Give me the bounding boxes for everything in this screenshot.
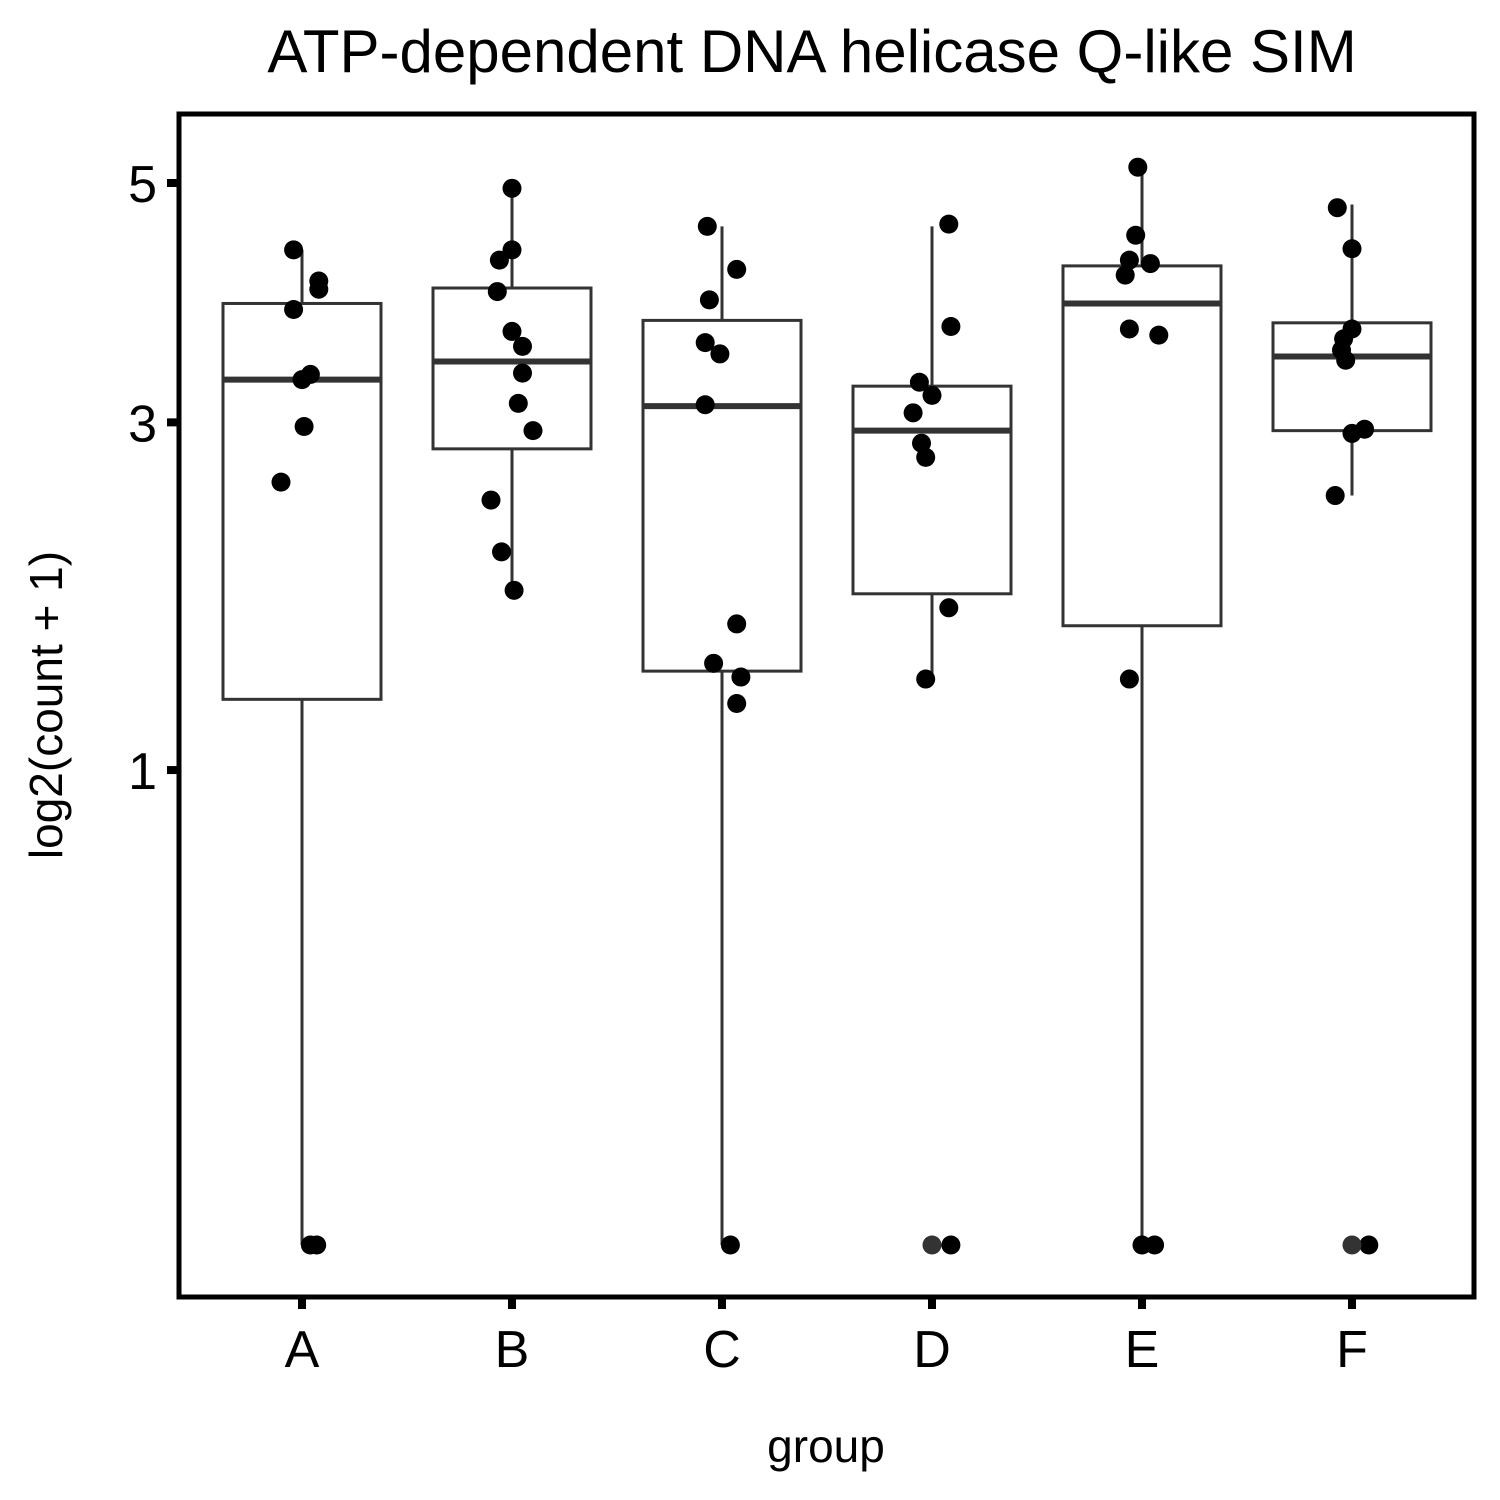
y-axis: 1 3 5 xyxy=(128,156,179,801)
data-point xyxy=(307,1235,327,1255)
data-point xyxy=(284,240,304,260)
box-iqr xyxy=(1061,264,1223,628)
data-point xyxy=(504,580,524,600)
data-point xyxy=(699,290,719,310)
box-group-d xyxy=(851,226,1013,684)
data-point xyxy=(481,490,501,510)
x-tick-label-d: D xyxy=(913,1321,951,1379)
data-point xyxy=(1145,1235,1165,1255)
data-point xyxy=(1149,325,1169,345)
data-point xyxy=(1342,239,1362,259)
data-point xyxy=(492,542,511,562)
data-point xyxy=(903,403,923,423)
data-point xyxy=(502,321,522,341)
data-point xyxy=(1128,157,1148,177)
boxes-layer xyxy=(221,167,1433,1245)
data-point xyxy=(489,250,509,270)
data-point xyxy=(1119,319,1139,339)
data-point xyxy=(1126,225,1146,245)
data-point xyxy=(284,299,304,319)
data-point xyxy=(1119,669,1139,689)
y-tick-label: 1 xyxy=(128,743,157,801)
outlier-point xyxy=(922,1235,942,1255)
data-point xyxy=(939,214,959,234)
y-tick-label: 3 xyxy=(128,395,157,453)
data-point xyxy=(523,421,543,441)
data-point xyxy=(1140,254,1160,274)
x-tick-label-e: E xyxy=(1125,1321,1160,1379)
data-point xyxy=(271,472,291,492)
data-point xyxy=(1119,250,1139,270)
data-point xyxy=(1342,423,1362,443)
box-group-e xyxy=(1061,167,1223,1245)
data-point xyxy=(916,669,936,689)
outlier-point xyxy=(1342,1235,1362,1255)
data-point xyxy=(502,178,522,198)
y-axis-title: log2(count + 1) xyxy=(20,551,72,859)
x-tick-label-b: B xyxy=(495,1321,530,1379)
data-point xyxy=(727,693,747,713)
x-tick-label-f: F xyxy=(1336,1321,1368,1379)
data-point xyxy=(513,363,532,383)
x-tick-label-c: C xyxy=(703,1321,741,1379)
data-point xyxy=(710,344,730,364)
box-iqr xyxy=(431,286,593,451)
box-group-b xyxy=(431,188,593,591)
data-point xyxy=(309,279,329,299)
data-point xyxy=(697,216,717,236)
data-point xyxy=(939,598,959,618)
x-axis: A B C D E F xyxy=(285,1297,1368,1379)
data-point xyxy=(941,317,961,337)
box-group-a xyxy=(221,249,383,1245)
box-iqr xyxy=(221,301,383,701)
data-point xyxy=(1325,486,1345,506)
data-point xyxy=(1336,350,1356,370)
data-point xyxy=(922,385,942,405)
box-iqr xyxy=(851,384,1013,596)
data-point xyxy=(704,653,724,673)
data-point xyxy=(727,614,747,634)
data-point xyxy=(1115,265,1135,285)
data-point xyxy=(916,447,936,467)
data-point xyxy=(720,1235,740,1255)
data-point xyxy=(727,259,747,279)
data-point xyxy=(695,333,715,353)
data-point xyxy=(695,395,715,415)
data-point xyxy=(502,240,522,260)
data-point xyxy=(513,336,532,356)
data-point xyxy=(941,1235,961,1255)
box-iqr xyxy=(641,318,803,673)
data-point xyxy=(294,417,314,437)
points-layer xyxy=(271,157,1379,1255)
x-tick-label-a: A xyxy=(285,1321,320,1379)
data-point xyxy=(487,282,507,302)
x-axis-title: group xyxy=(767,1420,885,1472)
data-point xyxy=(1359,1235,1379,1255)
plot-panel-border xyxy=(176,111,1477,1300)
y-tick-label: 5 xyxy=(128,156,157,214)
data-point xyxy=(1327,198,1347,218)
data-point xyxy=(508,393,528,413)
data-point xyxy=(909,372,929,392)
data-point xyxy=(731,667,751,687)
data-point xyxy=(292,370,312,390)
box-group-c xyxy=(641,226,803,1245)
chart-title: ATP-dependent DNA helicase Q-like SIM xyxy=(267,18,1356,85)
